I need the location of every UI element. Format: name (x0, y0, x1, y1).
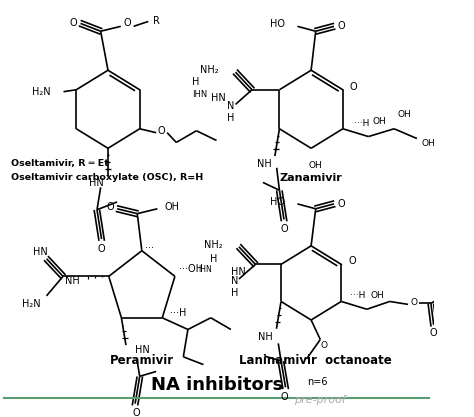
Text: NH: NH (257, 159, 272, 169)
Text: HO: HO (270, 19, 284, 29)
Text: O: O (337, 21, 345, 31)
Text: OH: OH (309, 161, 323, 171)
Text: NH₂: NH₂ (204, 240, 222, 250)
Text: NH₂: NH₂ (201, 65, 219, 75)
Text: OH: OH (371, 291, 384, 300)
Text: O: O (348, 256, 356, 266)
Text: N
H: N H (231, 276, 238, 298)
Text: IHN: IHN (199, 265, 212, 274)
Text: O: O (123, 18, 131, 28)
Text: ···H: ···H (170, 308, 186, 318)
Text: OH: OH (372, 118, 386, 126)
Text: O: O (281, 392, 289, 402)
Text: IHN: IHN (192, 90, 208, 99)
Text: Laninamivir  octanoate: Laninamivir octanoate (239, 354, 392, 367)
Text: H₂N: H₂N (32, 87, 51, 97)
Text: Oseltamivir, R ═ Et: Oseltamivir, R ═ Et (11, 159, 109, 168)
Text: H: H (210, 254, 217, 264)
Text: O: O (430, 328, 438, 338)
Text: HN: HN (33, 247, 47, 257)
Text: OH: OH (164, 202, 180, 212)
Text: HN: HN (211, 93, 226, 103)
Text: N
H: N H (227, 101, 235, 123)
Text: H₂N: H₂N (21, 299, 40, 309)
Text: ···H: ···H (354, 119, 369, 128)
Text: O: O (280, 224, 288, 234)
Text: O: O (337, 199, 345, 209)
Text: HN: HN (135, 345, 150, 355)
Text: O: O (69, 18, 77, 28)
Text: O: O (158, 126, 165, 136)
Text: ···: ··· (145, 243, 154, 253)
Text: NH: NH (65, 276, 80, 286)
Text: ···OH: ···OH (180, 264, 203, 274)
Text: NA inhibitors: NA inhibitors (151, 377, 283, 394)
Text: O: O (132, 408, 140, 417)
Text: Peramivir: Peramivir (110, 354, 174, 367)
Text: ···H: ···H (350, 291, 366, 300)
Text: R: R (153, 16, 160, 26)
Text: O: O (98, 244, 105, 254)
Text: HO: HO (270, 197, 284, 207)
Text: HN: HN (89, 178, 103, 188)
Text: n=6: n=6 (307, 377, 327, 387)
Text: OH: OH (398, 110, 411, 119)
Text: O: O (107, 202, 115, 212)
Text: O: O (320, 341, 328, 350)
Text: OH: OH (421, 139, 435, 148)
Text: Zanamivir: Zanamivir (280, 173, 343, 183)
Text: H: H (192, 77, 200, 87)
Text: NH: NH (258, 332, 273, 342)
Text: Oseltamivir carboxylate (OSC), R=H: Oseltamivir carboxylate (OSC), R=H (11, 173, 203, 182)
Text: pre-proof: pre-proof (294, 395, 346, 405)
Text: O: O (410, 298, 417, 307)
Text: HN: HN (231, 267, 246, 277)
Text: O: O (350, 82, 357, 92)
